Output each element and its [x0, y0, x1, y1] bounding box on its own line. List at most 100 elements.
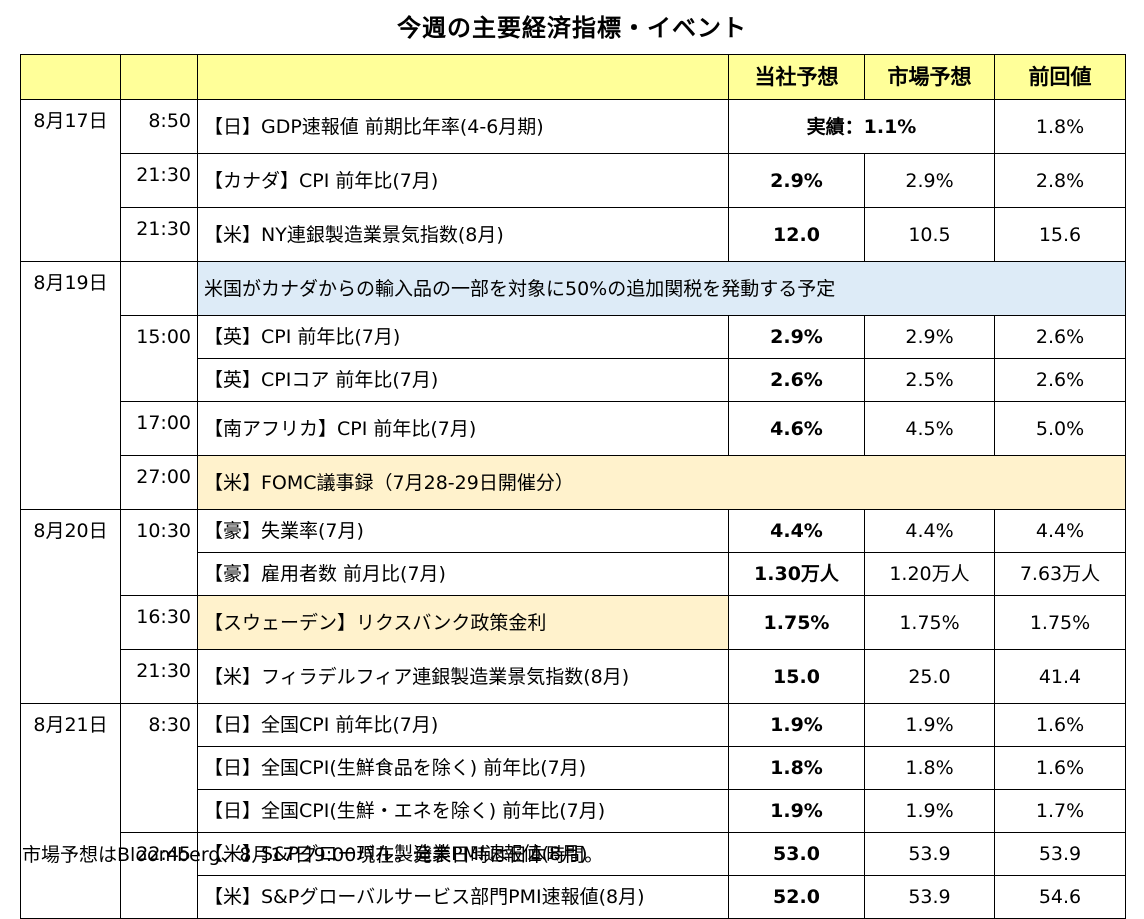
company-forecast-cell: 2.9%	[728, 315, 865, 359]
previous-value-cell: 53.9	[994, 832, 1126, 876]
company-forecast-cell: 4.6%	[728, 401, 865, 456]
market-forecast-cell: 2.9%	[864, 315, 995, 359]
market-forecast-cell: 1.20万人	[864, 552, 995, 596]
table-row: 8月20日 10:30 【豪】失業率(7月) 4.4% 4.4% 4.4%	[20, 509, 1126, 704]
previous-value-cell: 1.6%	[994, 703, 1126, 747]
company-forecast-cell: 1.9%	[728, 703, 865, 747]
previous-value-cell: 2.6%	[994, 358, 1126, 402]
previous-value-cell: 1.6%	[994, 746, 1126, 790]
previous-value-cell: 2.8%	[994, 153, 1126, 208]
company-forecast-cell: 52.0	[728, 875, 865, 919]
table-row: 27:00 【米】FOMC議事録（7月28-29日開催分）	[21, 455, 1126, 510]
page-title: 今週の主要経済指標・イベント	[397, 14, 747, 42]
previous-value-cell: 1.7%	[994, 789, 1126, 833]
table-row: 8月17日 8:50 【日】GDP速報値 前期比年率(4-6月期) 実績：1.1…	[20, 99, 1126, 262]
table-row: 16:30 【スウェーデン】リクスバンク政策金利 1.75% 1.75% 1.7…	[21, 595, 1126, 650]
company-forecast-cell: 15.0	[728, 649, 865, 704]
date-cell: 8月17日	[20, 99, 121, 262]
header-event-cell	[197, 54, 729, 100]
previous-value-cell: 2.6%	[994, 315, 1126, 359]
footnote: 市場予想はBloomberg、8月17日9:00現在。発表日時は日本時間。	[22, 844, 604, 866]
event-cell: 【米】S&Pグローバルサービス部門PMI速報値(8月)	[197, 875, 729, 919]
table-row: 【豪】雇用者数 前月比(7月) 1.30万人 1.20万人 7.63万人	[21, 552, 1126, 596]
company-forecast-cell: 1.30万人	[728, 552, 865, 596]
market-forecast-cell: 10.5	[864, 207, 995, 262]
previous-value-cell: 4.4%	[994, 509, 1126, 553]
header-market-forecast: 市場予想	[864, 54, 995, 100]
table-row: 21:30 【米】フィラデルフィア連銀製造業景気指数(8月) 15.0 25.0…	[21, 649, 1126, 704]
previous-value-cell: 7.63万人	[994, 552, 1126, 596]
event-note-cell: 【米】FOMC議事録（7月28-29日開催分）	[197, 455, 1126, 510]
market-forecast-cell: 2.9%	[864, 153, 995, 208]
time-cell: 16:30	[120, 595, 198, 650]
time-cell: 27:00	[120, 455, 198, 510]
company-forecast-cell: 1.8%	[728, 746, 865, 790]
event-cell: 【豪】雇用者数 前月比(7月)	[197, 552, 729, 596]
market-forecast-cell: 1.9%	[864, 789, 995, 833]
time-cell: 8:50	[120, 99, 198, 154]
market-forecast-cell: 1.8%	[864, 746, 995, 790]
market-forecast-cell: 53.9	[864, 832, 995, 876]
table-header-row: 当社予想 市場予想 前回値	[20, 54, 1126, 100]
event-cell: 【日】全国CPI 前年比(7月)	[197, 703, 729, 747]
company-forecast-cell: 1.9%	[728, 789, 865, 833]
market-forecast-cell: 53.9	[864, 875, 995, 919]
date-cell: 8月21日	[20, 703, 121, 919]
market-forecast-cell: 1.9%	[864, 703, 995, 747]
time-cell: 10:30	[120, 509, 198, 596]
previous-value-cell: 1.75%	[994, 595, 1126, 650]
header-company-forecast: 当社予想	[728, 54, 865, 100]
company-forecast-cell: 4.4%	[728, 509, 865, 553]
event-cell: 【豪】失業率(7月)	[197, 509, 729, 553]
time-cell: 21:30	[120, 649, 198, 704]
table-row: 【英】CPIコア 前年比(7月) 2.6% 2.5% 2.6%	[21, 358, 1126, 402]
time-cell: 21:30	[120, 207, 198, 262]
date-cell: 8月19日	[20, 261, 121, 510]
table-row: 15:00 【英】CPI 前年比(7月) 2.9% 2.9% 2.6%	[21, 315, 1126, 402]
time-cell: 21:30	[120, 153, 198, 208]
previous-value-cell: 54.6	[994, 875, 1126, 919]
company-forecast-cell: 2.9%	[728, 153, 865, 208]
time-cell: 8:30	[120, 703, 198, 833]
market-forecast-cell: 4.5%	[864, 401, 995, 456]
table-row: 17:00 【南アフリカ】CPI 前年比(7月) 4.6% 4.5% 5.0%	[21, 401, 1126, 456]
market-forecast-cell: 1.75%	[864, 595, 995, 650]
previous-value-cell: 15.6	[994, 207, 1126, 262]
market-forecast-cell: 4.4%	[864, 509, 995, 553]
event-cell: 【日】全国CPI(生鮮・エネを除く) 前年比(7月)	[197, 789, 729, 833]
time-cell: 15:00	[120, 315, 198, 402]
table-row: 8月19日 米国がカナダからの輸入品の一部を対象に50%の追加関税を発動する予定	[20, 261, 1126, 510]
previous-value-cell: 5.0%	[994, 401, 1126, 456]
time-cell: 17:00	[120, 401, 198, 456]
header-date-cell	[20, 54, 121, 100]
event-cell: 【南アフリカ】CPI 前年比(7月)	[197, 401, 729, 456]
header-previous-value: 前回値	[994, 54, 1126, 100]
table-row: 21:30 【米】NY連銀製造業景気指数(8月) 12.0 10.5 15.6	[21, 207, 1126, 262]
table-row: 22:45 【米】S&Pグローバル製造業PMI速報値(8月) 53.0 53.9…	[21, 832, 1126, 919]
table-row: 【日】全国CPI(生鮮食品を除く) 前年比(7月) 1.8% 1.8% 1.6%	[21, 746, 1126, 790]
previous-value-cell: 41.4	[994, 649, 1126, 704]
previous-value-cell: 1.8%	[994, 99, 1126, 154]
table-row: 【日】全国CPI(生鮮・エネを除く) 前年比(7月) 1.9% 1.9% 1.7…	[21, 789, 1126, 833]
event-cell: 【日】GDP速報値 前期比年率(4-6月期)	[197, 99, 729, 154]
event-cell: 【米】NY連銀製造業景気指数(8月)	[197, 207, 729, 262]
header-time-cell	[120, 54, 198, 100]
event-cell: 【スウェーデン】リクスバンク政策金利	[197, 595, 729, 650]
company-forecast-cell: 1.75%	[728, 595, 865, 650]
table-row: 8月21日 8:30 【日】全国CPI 前年比(7月) 1.9% 1.9% 1.…	[20, 703, 1126, 919]
company-forecast-cell: 53.0	[728, 832, 865, 876]
time-cell	[120, 261, 198, 316]
event-cell: 【日】全国CPI(生鮮食品を除く) 前年比(7月)	[197, 746, 729, 790]
date-cell: 8月20日	[20, 509, 121, 704]
company-forecast-cell: 12.0	[728, 207, 865, 262]
event-cell: 【カナダ】CPI 前年比(7月)	[197, 153, 729, 208]
company-forecast-cell: 2.6%	[728, 358, 865, 402]
indicator-table: 当社予想 市場予想 前回値 8月17日 8:50 【日】GDP速報値 前期比年率…	[20, 54, 1126, 919]
event-cell: 【英】CPI 前年比(7月)	[197, 315, 729, 359]
market-forecast-cell: 25.0	[864, 649, 995, 704]
event-cell: 【米】フィラデルフィア連銀製造業景気指数(8月)	[197, 649, 729, 704]
event-note-cell: 米国がカナダからの輸入品の一部を対象に50%の追加関税を発動する予定	[197, 261, 1126, 316]
market-forecast-cell: 2.5%	[864, 358, 995, 402]
table-row: 21:30 【カナダ】CPI 前年比(7月) 2.9% 2.9% 2.8%	[21, 153, 1126, 208]
actual-result-cell: 実績：1.1%	[728, 99, 995, 154]
